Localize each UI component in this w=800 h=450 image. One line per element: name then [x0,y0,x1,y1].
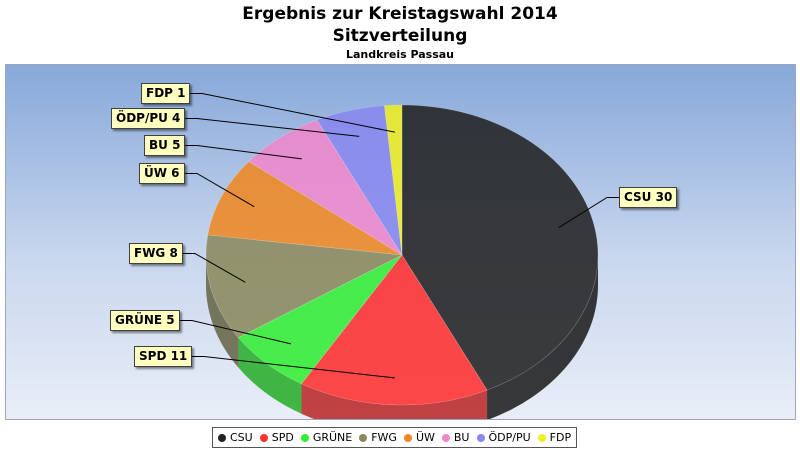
legend: CSU SPD GRÜNE FWG ÜW BU ÖDP/PU FDP [212,427,578,448]
data-label-gruene: GRÜNE 5 [110,310,180,331]
chart-title: Ergebnis zur Kreistagswahl 2014 [242,4,558,24]
legend-item-fwg: FWG [359,431,397,444]
pie-side-csu [487,255,598,419]
legend-label: BU [453,431,470,444]
pie-slice-uew [207,161,403,256]
pie-slice-fwg [205,234,404,339]
data-label-spd: SPD 11 [134,346,193,367]
leader-line-csu [558,197,619,229]
legend-label: ÜW [415,431,435,444]
pie-slice-bu [248,119,403,256]
legend-marker-icon [259,433,268,442]
legend-item-gruene: GRÜNE [300,431,353,444]
plot-area: CSU 30 SPD 11 GRÜNE 5 FWG 8 ÜW 6 BU 5 ÖDP/PU 4… [5,64,796,420]
pie-side-spd [301,383,488,419]
pie-chart [180,93,619,419]
chart-caption: Landkreis Passau [345,48,455,61]
pie-slice-spd [301,254,488,406]
chart-subtitle: Sitzverteilung [332,26,468,46]
legend-marker-icon [359,433,368,442]
data-label-oedp-pu: ÖDP/PU 4 [111,108,186,129]
leader-line-bu [185,145,302,160]
pie-slice-oedp-pu [316,105,403,256]
data-label-csu: CSU 30 [619,187,678,208]
leader-line-uew [185,173,255,208]
data-label-fdp: FDP 1 [141,83,191,104]
legend-item-fdp: FDP [537,431,572,444]
legend-label: ÖDP/PU [488,431,531,444]
legend-marker-icon [300,433,309,442]
data-label-uew: ÜW 6 [139,163,185,184]
legend-item-spd: SPD [259,431,294,444]
legend-marker-icon [441,433,450,442]
leader-line-spd [192,356,395,379]
legend-item-csu: CSU [218,431,253,444]
pie-slice-csu [401,104,599,391]
legend-label: FDP [549,431,572,444]
legend-label: FWG [371,431,397,444]
leader-line-oedp-pu [185,118,360,137]
legend-marker-icon [218,433,226,442]
pie-slice-fdp [384,104,403,256]
data-label-bu: BU 5 [144,135,186,156]
legend-item-bu: BU [441,431,470,444]
legend-marker-icon [476,433,485,442]
legend-label: CSU [230,431,253,444]
legend-marker-icon [403,433,412,442]
leader-line-fwg [183,253,246,283]
legend-label: GRÜNE [312,431,353,444]
leader-line-gruene [180,320,292,345]
pie-side-fwg [206,255,239,368]
leader-line-fdp [190,93,395,133]
legend-marker-icon [537,433,546,442]
data-label-fwg: FWG 8 [129,243,183,264]
legend-label: SPD [271,431,294,444]
legend-item-oedp-pu: ÖDP/PU [476,431,531,444]
legend-item-uew: ÜW [403,431,435,444]
pie-side-gruene [238,337,302,414]
